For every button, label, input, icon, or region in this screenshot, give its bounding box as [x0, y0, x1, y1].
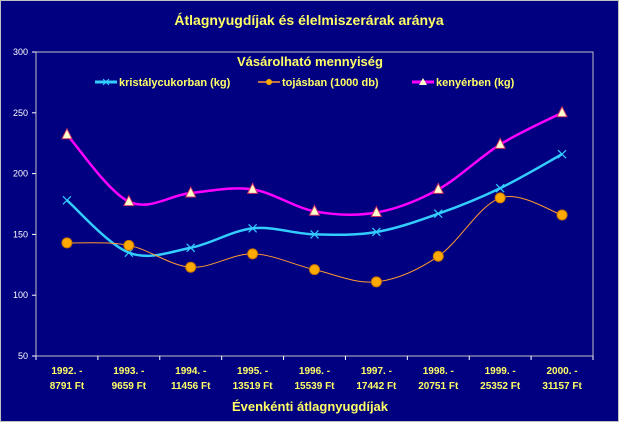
- x-tick-label: 2000. -: [546, 366, 577, 377]
- legend-item: kristálycukorban (kg): [95, 77, 231, 89]
- y-tick-label: 250: [13, 108, 28, 118]
- circle-marker: [61, 237, 73, 249]
- circle-marker: [556, 209, 568, 221]
- x-marker: [186, 243, 196, 253]
- series-1: [61, 192, 568, 288]
- x-tick-label: 1996. -: [299, 366, 330, 377]
- x-tick-label: 31157 Ft: [542, 381, 582, 392]
- x-tick-label: 1992. -: [51, 366, 82, 377]
- triangle-marker: [370, 205, 383, 218]
- x-tick-label: 25352 Ft: [480, 381, 521, 392]
- triangle-marker: [246, 182, 259, 194]
- legend-label: kristálycukorban (kg): [119, 77, 231, 89]
- chart-title: Átlagnyugdíjak és élelmiszerárak aránya: [174, 12, 443, 28]
- series-0: [62, 149, 567, 258]
- x-tick-label: 11456 Ft: [171, 381, 211, 392]
- x-tick-label: 1995. -: [237, 366, 268, 377]
- circle-marker: [123, 239, 135, 251]
- y-tick-label: 100: [13, 290, 28, 300]
- x-tick-label: 1994. -: [175, 366, 206, 377]
- legend-marker: [419, 78, 427, 85]
- circle-marker: [247, 248, 259, 260]
- legend-label: kenyérben (kg): [436, 77, 515, 89]
- triangle-marker: [556, 105, 568, 118]
- x-tick-label: 1999. -: [485, 366, 516, 377]
- series-line: [66, 111, 563, 216]
- plot-area: [35, 51, 594, 357]
- x-marker: [310, 229, 319, 239]
- legend-item: tojásban (1000 db): [258, 77, 379, 89]
- x-axis-title: Évenkénti átlagnyugdíjak: [232, 399, 389, 414]
- x-marker: [371, 227, 381, 237]
- legend-label: tojásban (1000 db): [282, 77, 379, 89]
- y-tick-label: 50: [18, 351, 28, 361]
- circle-marker: [432, 250, 444, 262]
- triangle-marker: [123, 194, 135, 207]
- legend-marker: [266, 79, 272, 85]
- y-tick-label: 150: [13, 229, 28, 239]
- x-marker: [433, 209, 443, 219]
- triangle-marker: [308, 204, 321, 216]
- circle-marker: [370, 276, 382, 288]
- x-tick-label: 13519 Ft: [233, 381, 274, 392]
- circle-marker: [494, 192, 506, 204]
- x-tick-label: 1997. -: [361, 366, 392, 377]
- legend-marker: [102, 78, 110, 86]
- legend-item: kenyérben (kg): [412, 77, 515, 89]
- x-marker: [248, 223, 258, 233]
- x-marker: [495, 183, 505, 193]
- x-marker: [62, 195, 72, 205]
- triangle-marker: [184, 185, 197, 198]
- triangle-marker: [61, 127, 73, 140]
- triangle-marker: [494, 137, 506, 149]
- triangle-marker: [432, 182, 445, 194]
- x-tick-label: 8791 Ft: [50, 381, 85, 392]
- x-tick-label: 17442 Ft: [356, 381, 397, 392]
- x-tick-label: 1998. -: [423, 366, 454, 377]
- y-tick-label: 300: [13, 47, 28, 57]
- circle-marker: [185, 261, 197, 273]
- legend-title: Vásárolható mennyiség: [237, 54, 383, 69]
- x-tick-label: 9659 Ft: [112, 381, 147, 392]
- x-tick-label: 15539 Ft: [294, 381, 335, 392]
- x-tick-label: 20751 Ft: [418, 381, 459, 392]
- x-tick-label: 1993. -: [113, 366, 144, 377]
- series-2: [61, 105, 568, 218]
- y-tick-label: 200: [13, 169, 28, 179]
- circle-marker: [309, 264, 320, 276]
- x-marker: [557, 149, 567, 159]
